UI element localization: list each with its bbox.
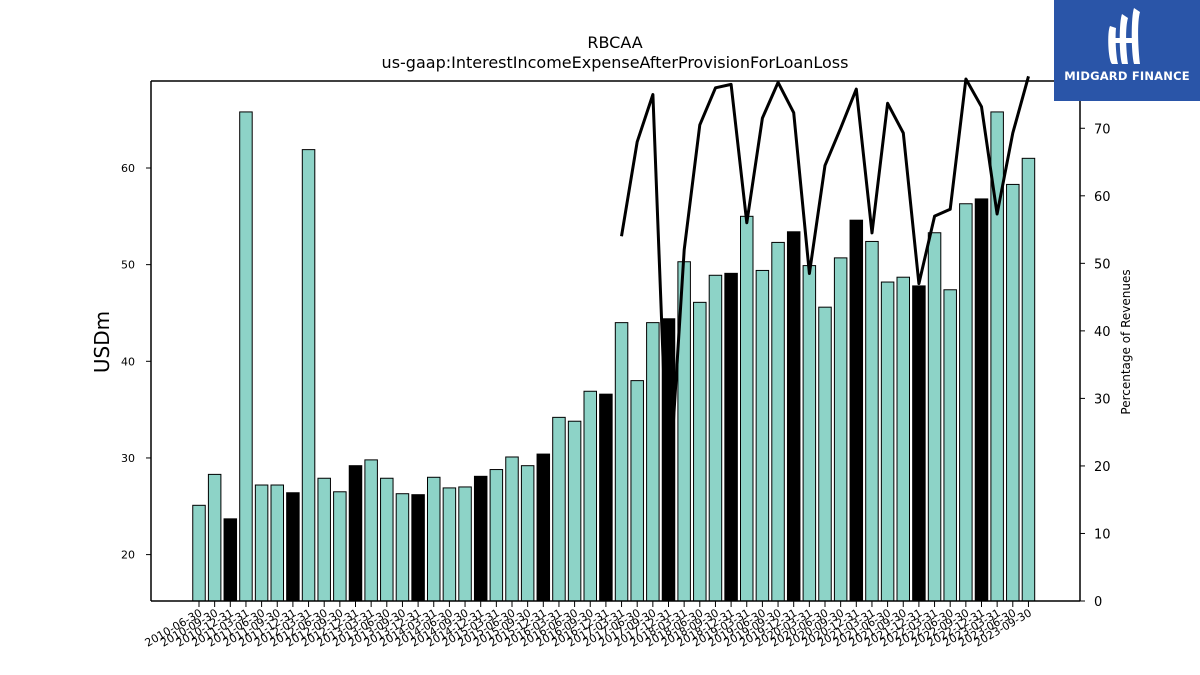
bar xyxy=(786,231,801,602)
bar xyxy=(223,518,238,602)
bar xyxy=(974,198,989,602)
bar xyxy=(865,240,879,602)
bar xyxy=(489,469,504,602)
bar xyxy=(927,232,942,602)
bar xyxy=(959,203,973,602)
y-tick-label: 50 xyxy=(121,259,135,272)
bar xyxy=(583,390,597,602)
bar xyxy=(771,241,785,602)
bar xyxy=(411,494,425,602)
bar xyxy=(286,492,300,602)
bar xyxy=(317,477,331,602)
bar xyxy=(818,306,832,602)
bar xyxy=(833,257,848,602)
bar xyxy=(614,322,629,602)
logo-text: MIDGARD FINANCE xyxy=(1064,69,1190,83)
y-tick-label: 60 xyxy=(121,162,135,175)
bar xyxy=(192,504,206,602)
bar xyxy=(536,453,551,602)
bar xyxy=(505,456,519,602)
bar xyxy=(724,272,738,602)
bar xyxy=(207,473,222,602)
bar xyxy=(552,416,566,602)
bar xyxy=(395,493,410,602)
y2-tick-label: 70 xyxy=(1094,122,1111,137)
bar xyxy=(458,486,472,602)
bar xyxy=(520,465,535,602)
bar xyxy=(630,380,644,602)
bar xyxy=(333,491,347,602)
bar xyxy=(1006,183,1020,602)
y2-tick-label: 40 xyxy=(1094,325,1111,340)
bar xyxy=(896,276,910,602)
y-axis-label: USDm xyxy=(90,311,114,373)
bar xyxy=(239,111,253,602)
y-tick-label: 30 xyxy=(121,452,135,465)
bar xyxy=(364,459,378,602)
y-tick-label: 20 xyxy=(121,549,135,562)
bar xyxy=(427,476,441,602)
bar xyxy=(442,487,457,602)
bar xyxy=(567,420,582,602)
y2-tick-label: 30 xyxy=(1094,392,1111,407)
y2-axis-label: Percentage of Revenues xyxy=(1119,269,1133,414)
chart-title: RBCAA xyxy=(587,33,642,52)
percentage-line xyxy=(620,75,1030,502)
bar xyxy=(646,322,660,602)
bar xyxy=(254,484,269,602)
bar xyxy=(380,477,394,602)
bar xyxy=(740,215,754,602)
bar xyxy=(599,393,613,602)
bar xyxy=(348,465,363,602)
y2-tick-label: 20 xyxy=(1094,460,1111,475)
y2-tick-label: 50 xyxy=(1094,257,1111,272)
chart-subtitle: us-gaap:InterestIncomeExpenseAfterProvis… xyxy=(382,53,849,72)
bar xyxy=(849,219,864,602)
y-tick-label: 40 xyxy=(121,355,135,368)
bar xyxy=(943,289,957,602)
y2-tick-label: 60 xyxy=(1094,190,1111,205)
bar xyxy=(912,285,926,602)
bar xyxy=(880,281,895,602)
bar xyxy=(473,475,488,602)
bar xyxy=(270,484,284,602)
line-group xyxy=(620,75,1030,502)
bar xyxy=(693,301,707,602)
logo: MIDGARD FINANCE xyxy=(1054,0,1200,101)
bar xyxy=(301,149,316,602)
bar xyxy=(802,265,817,602)
axes-group: 20304050600102030405060702010-06-302010-… xyxy=(121,80,1111,650)
midgard-logo-icon xyxy=(1108,8,1140,64)
bar xyxy=(755,269,770,602)
bar xyxy=(708,274,723,602)
y2-tick-label: 0 xyxy=(1094,595,1102,610)
bar xyxy=(1021,157,1036,602)
y2-tick-label: 10 xyxy=(1094,527,1111,542)
